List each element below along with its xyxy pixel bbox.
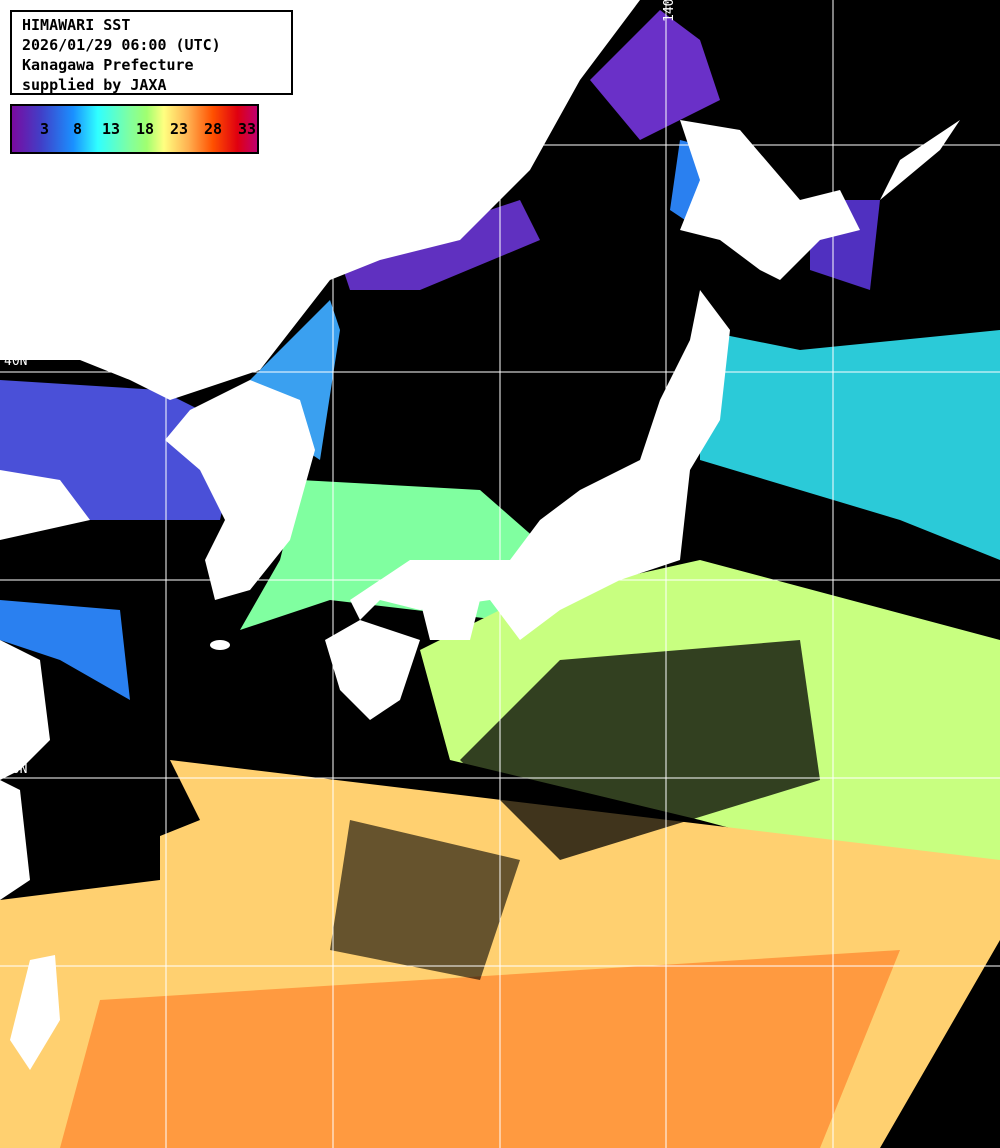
credit: supplied by JAXA <box>22 76 167 94</box>
lon-label-140e: 140E <box>662 0 677 22</box>
land-mass <box>0 0 960 1070</box>
scale-tick: 28 <box>204 120 223 138</box>
info-box: HIMAWARI SST 2026/01/29 06:00 (UTC) Kana… <box>10 10 293 95</box>
scale-tick: 8 <box>73 120 83 138</box>
lat-label-30n: 30N <box>4 762 28 777</box>
scale-tick: 33 <box>238 120 257 138</box>
scale-tick: 18 <box>136 120 155 138</box>
scale-tick: 23 <box>170 120 189 138</box>
scale-tick: 3 <box>40 120 50 138</box>
datetime: 2026/01/29 06:00 (UTC) <box>22 36 221 54</box>
color-scale-legend: 3 8 13 18 23 28 33 <box>10 104 259 154</box>
scale-tick: 13 <box>102 120 121 138</box>
title: HIMAWARI SST <box>22 16 131 34</box>
region: Kanagawa Prefecture <box>22 56 194 74</box>
lat-label-40n: 40N <box>4 354 28 369</box>
